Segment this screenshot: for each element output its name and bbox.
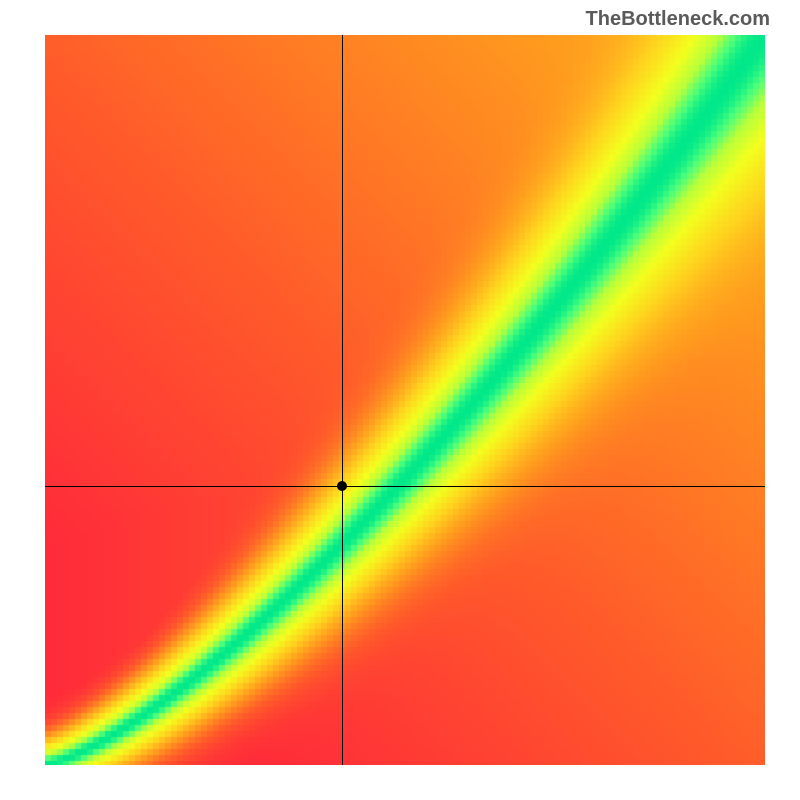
heatmap-canvas xyxy=(45,35,765,765)
watermark-text: TheBottleneck.com xyxy=(586,8,770,31)
bottleneck-heatmap xyxy=(45,35,765,765)
crosshair-vertical xyxy=(342,35,343,765)
crosshair-horizontal xyxy=(45,486,765,487)
crosshair-marker xyxy=(337,481,347,491)
